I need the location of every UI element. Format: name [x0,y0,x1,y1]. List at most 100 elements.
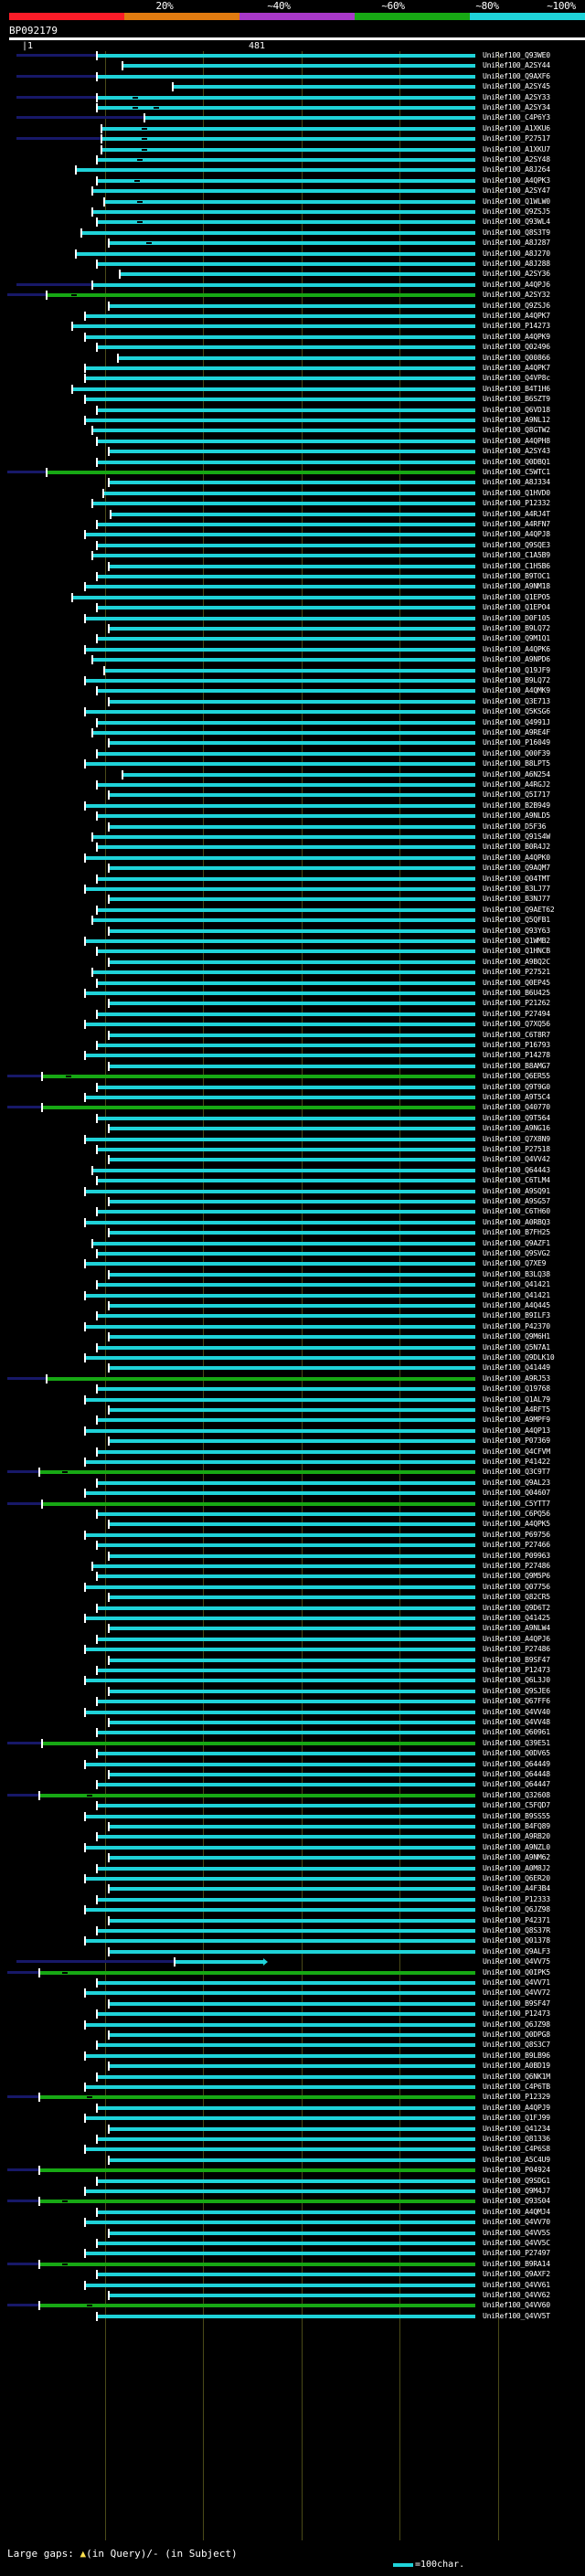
hsp-bar[interactable] [96,2074,475,2079]
hsp-bar[interactable] [108,303,475,308]
hsp-bar[interactable] [96,1345,475,1350]
alignment-track[interactable]: UniRef100_A4F3B4 [0,1884,585,1894]
alignment-track[interactable]: UniRef100_Q9AZF1 [0,1238,585,1248]
alignment-track[interactable]: UniRef100_B9TOC1 [0,572,585,581]
hit-accession-label[interactable]: UniRef100_Q4VV60 [483,2301,550,2310]
hit-accession-label[interactable]: UniRef100_Q4VV75 [483,1957,550,1966]
alignment-track[interactable]: UniRef100_Q41449 [0,1363,585,1373]
hit-accession-label[interactable]: UniRef100_P27517 [483,134,550,143]
hsp-bar[interactable] [96,814,475,819]
hsp-bar[interactable] [96,1866,475,1871]
hsp-bar[interactable] [84,1877,475,1881]
hit-accession-label[interactable]: UniRef100_Q4VV70 [483,2218,550,2227]
hsp-bar[interactable] [119,272,475,277]
hsp-bar[interactable] [96,95,475,100]
alignment-track[interactable]: UniRef100_Q7XQ56 [0,1020,585,1030]
hsp-bar[interactable] [122,64,475,69]
hsp-bar[interactable] [108,1918,475,1923]
hsp-bar[interactable] [174,1960,265,1965]
alignment-track[interactable]: UniRef100_Q1HNCB [0,947,585,957]
alignment-track[interactable]: UniRef100_P09963 [0,1551,585,1561]
alignment-track[interactable]: UniRef100_Q40770 [0,1103,585,1113]
hit-accession-label[interactable]: UniRef100_Q60961 [483,1728,550,1737]
alignment-track[interactable]: UniRef100_A2SY32 [0,291,585,301]
hit-accession-label[interactable]: UniRef100_A0BD19 [483,2062,550,2071]
hsp-bar[interactable] [84,803,475,808]
alignment-track[interactable]: UniRef100_D0F105 [0,613,585,623]
hsp-bar[interactable] [91,189,475,194]
hit-accession-label[interactable]: UniRef100_Q19JF9 [483,665,550,674]
hsp-bar[interactable] [96,1835,475,1839]
alignment-track[interactable]: UniRef100_Q81336 [0,2135,585,2144]
alignment-track[interactable]: UniRef100_Q1WLW0 [0,196,585,207]
hsp-bar[interactable] [84,1293,475,1298]
hsp-bar[interactable] [108,450,475,454]
alignment-track[interactable]: UniRef100_Q5KSG6 [0,707,585,717]
hit-accession-label[interactable]: UniRef100_A5C4U9 [483,2155,550,2164]
hsp-bar[interactable] [96,543,475,547]
hit-accession-label[interactable]: UniRef100_A8J288 [483,260,550,268]
alignment-track[interactable]: UniRef100_Q9AL23 [0,1478,585,1488]
alignment-track[interactable]: UniRef100_Q41421 [0,1280,585,1290]
hit-accession-label[interactable]: UniRef100_A9NZL0 [483,1842,550,1851]
hsp-bar[interactable] [91,1241,475,1246]
alignment-track[interactable]: UniRef100_B6U425 [0,989,585,998]
hit-accession-label[interactable]: UniRef100_Q8S3C7 [483,2041,550,2050]
hsp-bar[interactable] [96,2178,475,2183]
alignment-track[interactable]: UniRef100_Q5N7A1 [0,1342,585,1352]
hsp-bar[interactable] [96,1783,475,1787]
hit-accession-label[interactable]: UniRef100_A9RE4F [483,728,550,737]
hsp-bar[interactable] [46,293,475,298]
alignment-track[interactable]: UniRef100_A9MPF9 [0,1415,585,1426]
hsp-bar[interactable] [84,2022,475,2027]
alignment-track[interactable]: UniRef100_Q07756 [0,1582,585,1592]
hsp-bar[interactable] [108,1825,475,1829]
hsp-bar[interactable] [84,939,475,943]
alignment-track[interactable]: UniRef100_B7FH25 [0,1228,585,1238]
hit-accession-label[interactable]: UniRef100_P41422 [483,1458,550,1466]
alignment-track[interactable]: UniRef100_B9LQ72 [0,624,585,633]
hsp-bar[interactable] [96,1283,475,1288]
alignment-track[interactable]: UniRef100_B9SS55 [0,1811,585,1821]
hit-accession-label[interactable]: UniRef100_Q64448 [483,1770,550,1778]
alignment-track[interactable]: UniRef100_P27486 [0,1562,585,1571]
hsp-bar[interactable] [84,1220,475,1224]
hit-accession-label[interactable]: UniRef100_P07369 [483,1436,550,1446]
alignment-track[interactable]: UniRef100_Q8S3T9 [0,228,585,238]
hit-accession-label[interactable]: UniRef100_Q9T9G0 [483,1082,550,1091]
hit-accession-label[interactable]: UniRef100_Q4CFVM [483,1447,550,1456]
alignment-track[interactable]: UniRef100_A0M8J2 [0,1863,585,1873]
alignment-track[interactable]: UniRef100_B3NJ77 [0,895,585,905]
hsp-bar[interactable] [101,147,475,152]
hsp-bar[interactable] [108,1856,475,1860]
alignment-track[interactable]: UniRef100_P12332 [0,499,585,509]
hit-accession-label[interactable]: UniRef100_C1H5B6 [483,561,550,570]
hit-accession-label[interactable]: UniRef100_Q5QFB1 [483,916,550,925]
alignment-track[interactable]: UniRef100_P12329 [0,2093,585,2103]
alignment-track[interactable]: UniRef100_B6SZT9 [0,395,585,405]
hit-accession-label[interactable]: UniRef100_Q6JZ98 [483,1905,550,1914]
hit-accession-label[interactable]: UniRef100_A4QMK9 [483,686,550,695]
hsp-bar[interactable] [96,1512,475,1516]
alignment-track[interactable]: UniRef100_A4QPK7 [0,312,585,321]
hsp-bar[interactable] [108,2126,475,2131]
hit-accession-label[interactable]: UniRef100_A9RJ53 [483,1373,550,1383]
alignment-track[interactable]: UniRef100_A4QPK7 [0,364,585,373]
hit-accession-label[interactable]: UniRef100_Q1EPO5 [483,592,550,601]
hit-accession-label[interactable]: UniRef100_A8J264 [483,165,550,175]
hit-accession-label[interactable]: UniRef100_P04924 [483,2166,550,2175]
hsp-bar[interactable] [96,2137,475,2141]
hsp-bar[interactable] [96,1480,475,1485]
alignment-track[interactable]: UniRef100_P16049 [0,738,585,748]
hit-accession-label[interactable]: UniRef100_P27521 [483,968,550,977]
hit-accession-label[interactable]: UniRef100_Q19768 [483,1384,550,1394]
hit-accession-label[interactable]: UniRef100_Q41449 [483,1363,550,1373]
hsp-bar[interactable] [96,845,475,850]
hsp-bar[interactable] [108,1721,475,1724]
hit-accession-label[interactable]: UniRef100_Q9ZSJ6 [483,301,550,310]
hsp-bar[interactable] [84,376,475,381]
hit-accession-label[interactable]: UniRef100_Q4VV61 [483,2280,550,2289]
hit-accession-label[interactable]: UniRef100_A4QPJ8 [483,530,550,539]
hsp-bar[interactable] [84,1189,475,1193]
hsp-bar[interactable] [96,523,475,526]
